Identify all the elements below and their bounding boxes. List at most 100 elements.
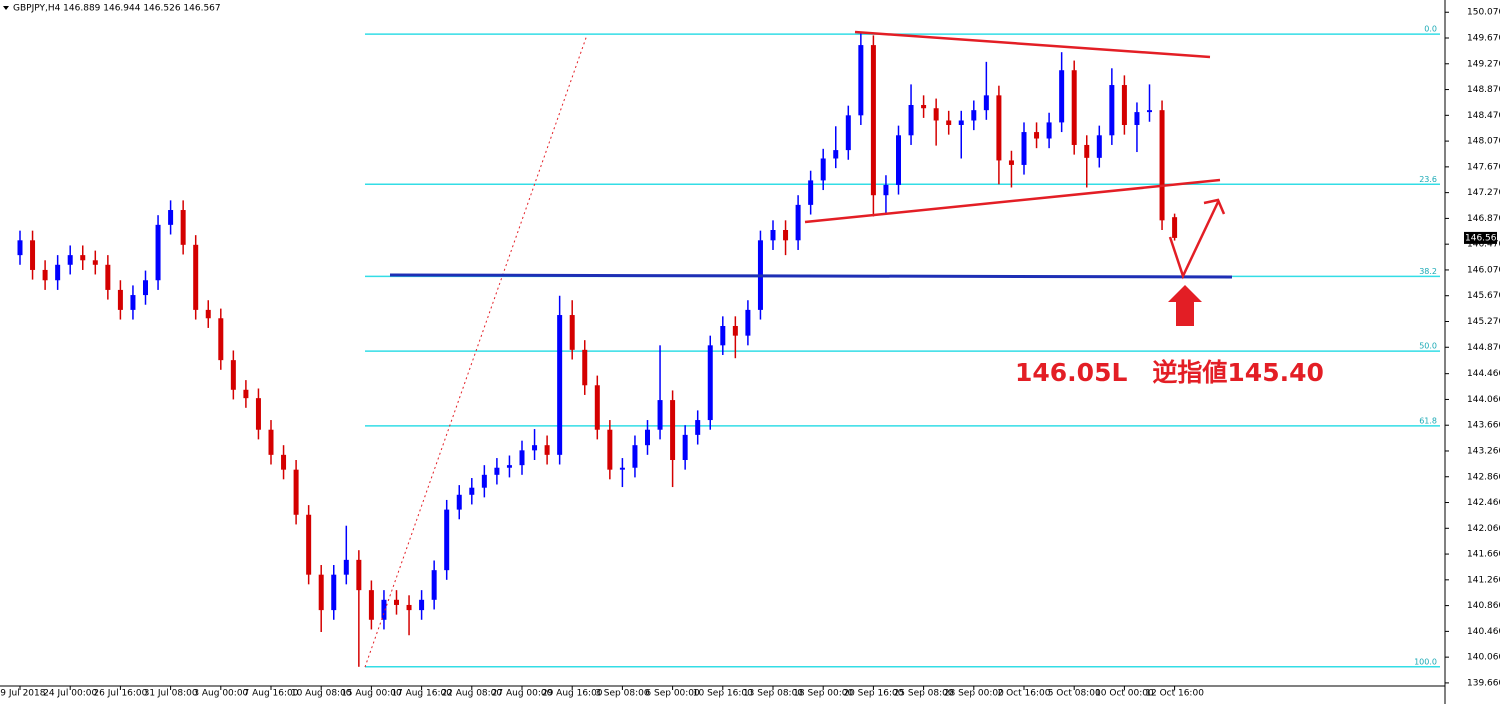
- x-tick-label: 3 Aug 00:00: [193, 689, 248, 699]
- y-tick-label: 142.460: [1467, 498, 1500, 508]
- candle-body: [632, 445, 638, 468]
- candle-body: [406, 604, 412, 611]
- candle-body: [394, 599, 399, 605]
- candle-body: [293, 469, 299, 515]
- candle-body: [783, 230, 789, 241]
- y-tick-label: 140.860: [1467, 601, 1500, 611]
- fib-anchor-line: [364, 34, 588, 668]
- fib-label: 23.6: [1419, 175, 1437, 184]
- candle-body: [883, 184, 889, 196]
- buy-arrow: [1168, 285, 1202, 326]
- candle-body: [494, 467, 500, 475]
- y-tick-label: 139.660: [1467, 678, 1500, 688]
- candle-body: [17, 240, 23, 256]
- y-tick-label: 149.670: [1467, 34, 1500, 44]
- candle-body: [193, 244, 199, 310]
- trend-line-upper: [854, 30, 1211, 59]
- x-tick-label: 3 Sep 08:00: [595, 689, 650, 699]
- x-tick-label: 24 Jul 00:00: [43, 689, 97, 699]
- x-tick-label: 10 Oct 00:00: [1095, 689, 1154, 699]
- candle-body: [657, 400, 663, 430]
- candle-body: [506, 465, 512, 468]
- candle-body: [820, 158, 826, 181]
- candle-body: [569, 315, 575, 350]
- candle-body: [318, 574, 324, 611]
- candle-body: [1046, 122, 1052, 139]
- candle-body: [343, 559, 349, 575]
- fib-label: 61.8: [1419, 416, 1437, 425]
- candle-body: [55, 264, 61, 281]
- candle-body: [481, 474, 487, 488]
- candle-body: [770, 230, 776, 241]
- arrow-head: [1203, 198, 1226, 215]
- candle-body: [444, 509, 450, 571]
- candle-body: [243, 389, 249, 399]
- candle-body: [42, 269, 48, 281]
- candle-body: [833, 150, 839, 159]
- y-tick-label: 147.670: [1467, 162, 1500, 172]
- x-tick-label: 26 Jul 16:00: [93, 689, 147, 699]
- fib-label: 38.2: [1419, 267, 1437, 276]
- fib-label: 0.0: [1424, 25, 1437, 34]
- candle-body: [619, 467, 625, 470]
- candle-body: [996, 95, 1002, 161]
- candle-body: [1147, 110, 1152, 113]
- chart-title: GBPJPY,H4 146.889 146.944 146.526 146.56…: [13, 4, 221, 14]
- candles: [17, 32, 1178, 667]
- x-tick-label: 7 Aug 16:00: [244, 689, 299, 699]
- candle-body: [1172, 217, 1178, 238]
- candle-body: [419, 599, 425, 611]
- candle-body: [218, 318, 224, 361]
- candle-body: [1008, 160, 1014, 165]
- y-tick-label: 140.060: [1467, 653, 1500, 663]
- x-tick-label: 25 Sep 08:00: [894, 689, 954, 699]
- candle-body: [456, 494, 462, 510]
- candle-body: [707, 345, 713, 421]
- candle-body: [1071, 70, 1077, 145]
- candle-body: [230, 360, 236, 390]
- candle-body: [105, 264, 111, 290]
- y-tick-label: 146.070: [1467, 265, 1500, 275]
- y-tick-label: 148.070: [1467, 137, 1500, 147]
- candle-body: [368, 590, 374, 620]
- y-tick-label: 145.270: [1467, 317, 1500, 327]
- x-tick-label: 10 Sep 16:00: [693, 689, 753, 699]
- current-price: 146.567: [1465, 233, 1500, 243]
- candle-body: [732, 325, 738, 336]
- y-tick-label: 147.270: [1467, 188, 1500, 198]
- x-tick-label: 28 Sep 00:00: [944, 689, 1004, 699]
- candle-body: [845, 115, 851, 151]
- x-tick-label: 31 Jul 08:00: [144, 689, 198, 699]
- candle-body: [431, 570, 437, 600]
- x-tick-label: 20 Sep 16:00: [843, 689, 903, 699]
- candle-body: [30, 240, 36, 270]
- candle-body: [67, 255, 73, 265]
- y-tick-label: 146.470: [1467, 240, 1500, 250]
- candle-body: [682, 434, 688, 460]
- candle-body: [1159, 110, 1165, 221]
- y-tick-label: 143.260: [1467, 446, 1500, 456]
- x-tick-label: 12 Oct 16:00: [1145, 689, 1204, 699]
- candle-body: [1084, 144, 1090, 158]
- candle-body: [180, 210, 186, 245]
- candle-body: [808, 180, 814, 205]
- y-tick-label: 144.870: [1467, 343, 1500, 353]
- y-tick-label: 140.460: [1467, 627, 1500, 637]
- trend-line-lower: [804, 178, 1221, 224]
- x-tick-label: 15 Aug 00:00: [341, 689, 402, 699]
- entry-line: [389, 273, 1233, 279]
- candle-body: [281, 454, 287, 470]
- candle-body: [896, 135, 901, 185]
- candle-body: [1109, 85, 1115, 136]
- candle-body: [870, 45, 876, 196]
- candle-body: [519, 450, 525, 466]
- candle-body: [607, 429, 613, 470]
- candle-body: [205, 309, 211, 319]
- candle-body: [1021, 132, 1027, 165]
- candle-body: [92, 260, 98, 265]
- fib-label: 100.0: [1414, 657, 1437, 666]
- y-tick-label: 148.870: [1467, 85, 1500, 95]
- candle-body: [268, 429, 274, 455]
- candle-body: [1121, 85, 1127, 125]
